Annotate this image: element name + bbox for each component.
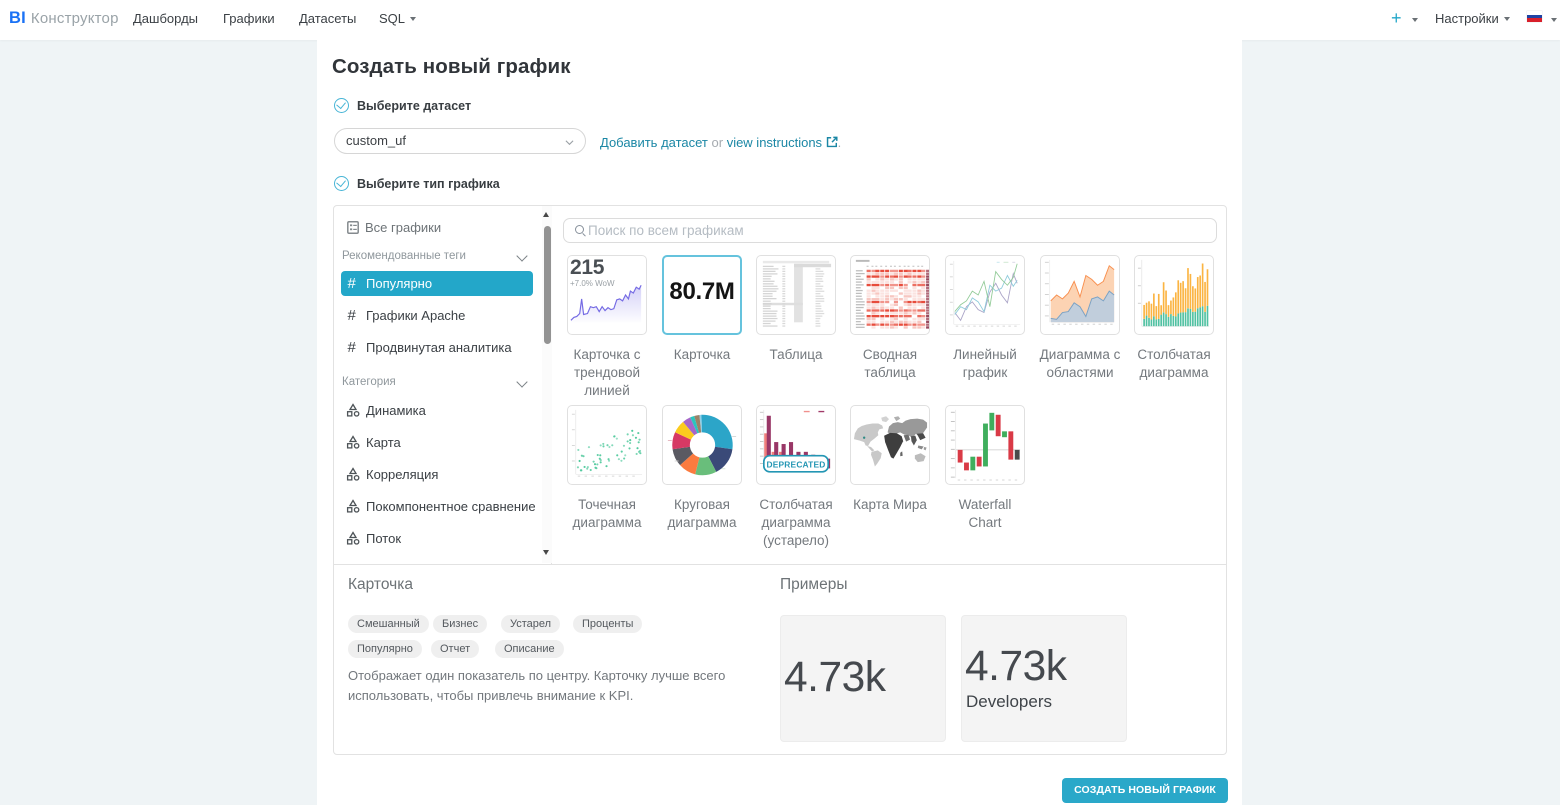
svg-text:DEPRECATED: DEPRECATED <box>766 459 825 469</box>
